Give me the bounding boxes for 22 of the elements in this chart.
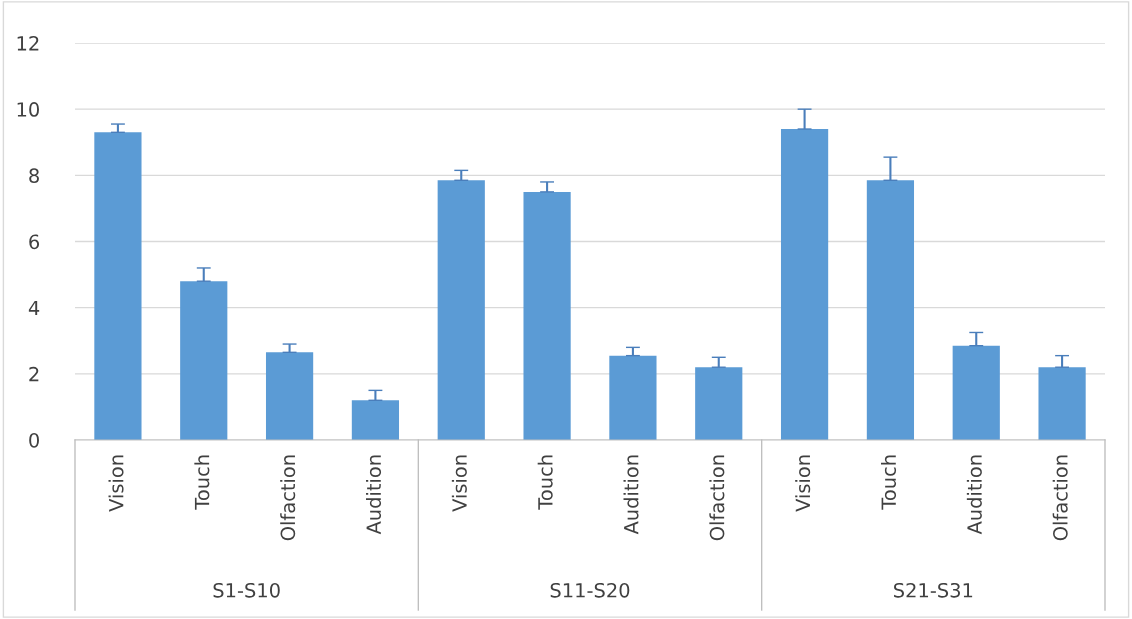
x-tick-label: Audition (623, 455, 639, 535)
x-tick-label: Vision (795, 455, 811, 512)
x-tick-label: Vision (108, 455, 124, 512)
text: S1-S10 (213, 582, 280, 598)
x-tick-label: Olfaction (280, 455, 296, 541)
x-tick-label: Audition (366, 455, 382, 535)
y-tick-label: 6 (29, 234, 40, 250)
x-tick-label: Vision (451, 455, 467, 512)
y-tick-label: 12 (17, 35, 39, 51)
x-tick-label: Olfaction (1052, 455, 1068, 541)
text: S21-S31 (894, 582, 973, 598)
x-tick-label: Olfaction (709, 455, 725, 541)
x-tick-label: Touch (537, 455, 553, 510)
text: S11-S20 (550, 582, 630, 598)
x-tick-label: Touch (194, 455, 210, 510)
y-tick-label: 8 (29, 168, 39, 183)
y-tick-label: 0 (29, 432, 39, 448)
y-tick-label: 4 (28, 300, 40, 316)
x-tick-label: Touch (881, 455, 897, 510)
x-tick-label: Audition (966, 455, 982, 535)
y-tick-label: 2 (29, 366, 39, 382)
y-tick-label: 10 (17, 102, 39, 117)
